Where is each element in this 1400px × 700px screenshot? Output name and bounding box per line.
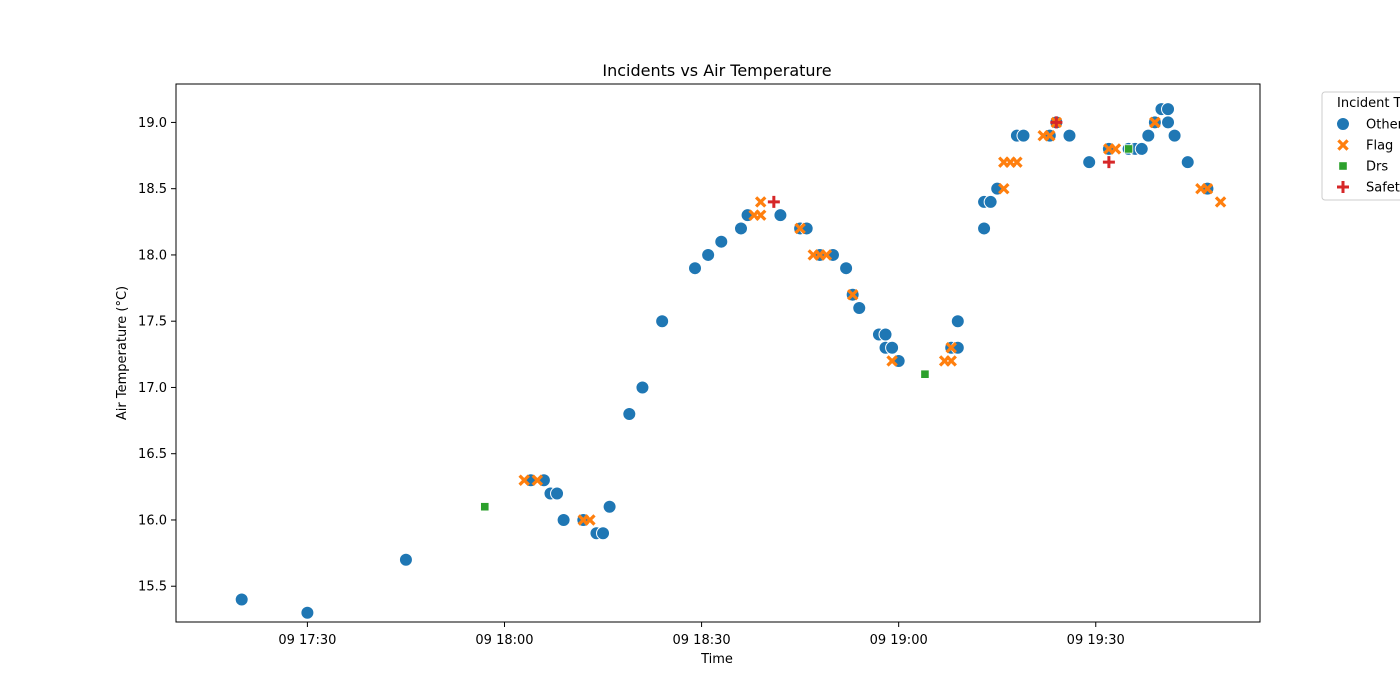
data-point (920, 369, 930, 379)
y-axis: 15.5 16.0 16.5 17.0 17.5 18.0 18.5 19.0 (138, 116, 176, 595)
y-tick-label: 17.5 (138, 315, 167, 330)
data-point (733, 221, 748, 236)
y-tick-label: 18.0 (138, 248, 167, 263)
chart-title: Incidents vs Air Temperature (602, 61, 831, 80)
data-point (885, 340, 900, 355)
data-point (518, 474, 530, 486)
data-point (983, 194, 998, 209)
data-point (794, 222, 806, 235)
data-point (1102, 156, 1115, 169)
y-tick-label: 15.5 (138, 580, 167, 595)
y-tick-label: 16.5 (138, 447, 167, 462)
data-point (839, 261, 854, 276)
legend: Incident Type Other Flag Drs Safety Car (1321, 91, 1400, 201)
data-point (1134, 141, 1149, 156)
x-axis-label: Time (700, 652, 733, 667)
data-point (945, 355, 957, 367)
data-point (977, 221, 992, 236)
data-point (480, 502, 490, 512)
legend-marker (1337, 181, 1349, 193)
data-point (1109, 143, 1122, 155)
data-point (556, 512, 571, 527)
x-tick-label: 09 18:30 (673, 633, 731, 648)
legend-label: Safety Car (1366, 181, 1400, 196)
data-point (1044, 129, 1056, 142)
x-tick-label: 09 17:30 (278, 633, 336, 648)
data-point (846, 288, 859, 301)
data-point (1050, 116, 1063, 129)
legend-marker (1336, 117, 1350, 131)
data-point (1180, 155, 1195, 170)
data-marks (234, 102, 1227, 620)
data-point (886, 355, 898, 367)
data-point (550, 486, 565, 501)
data-point (1016, 128, 1031, 143)
data-point (1062, 128, 1077, 143)
data-point (688, 261, 703, 276)
y-tick-label: 18.5 (138, 182, 167, 197)
data-point (1011, 156, 1023, 168)
legend-marker (1338, 161, 1348, 171)
data-point (773, 208, 788, 223)
x-tick-label: 09 19:00 (870, 633, 928, 648)
data-point (1149, 116, 1161, 129)
data-point (300, 605, 315, 620)
data-point (1141, 128, 1156, 143)
data-point (820, 249, 833, 261)
y-tick-label: 17.0 (138, 381, 167, 396)
x-tick-label: 09 19:30 (1067, 633, 1125, 648)
data-point (531, 474, 544, 486)
data-point (398, 552, 413, 567)
data-point (1161, 115, 1176, 130)
data-point (852, 300, 867, 315)
legend-label: Drs (1366, 160, 1388, 175)
series-drs (480, 144, 1134, 512)
data-point (1167, 128, 1182, 143)
plot-area (175, 83, 1261, 623)
data-point (234, 592, 249, 607)
data-point (602, 499, 617, 514)
data-point (584, 514, 596, 526)
data-point (767, 195, 780, 208)
data-point (1201, 182, 1214, 195)
data-point (1082, 155, 1097, 170)
x-axis: 09 17:30 09 18:00 09 18:30 09 19:00 09 19:30 (278, 622, 1125, 648)
legend-label: Flag (1366, 139, 1393, 154)
data-point (714, 234, 729, 249)
data-point (754, 196, 767, 208)
data-point (754, 209, 767, 221)
y-tick-label: 19.0 (138, 116, 167, 131)
data-point (945, 341, 957, 354)
data-point (950, 314, 965, 329)
data-point (701, 247, 716, 262)
data-point (635, 380, 650, 395)
data-point (596, 526, 611, 541)
data-point (622, 406, 637, 421)
data-point (878, 327, 893, 342)
y-tick-label: 16.0 (138, 513, 167, 528)
data-point (1214, 196, 1227, 208)
data-point (998, 182, 1010, 195)
data-point (1124, 144, 1134, 154)
y-axis-label: Air Temperature (°C) (115, 286, 130, 420)
data-point (655, 314, 670, 329)
series-safety-car (767, 116, 1115, 208)
legend-label: Other (1366, 118, 1400, 133)
x-tick-label: 09 18:00 (475, 633, 533, 648)
data-point (1161, 102, 1176, 117)
legend-marker (1337, 139, 1349, 151)
legend-title: Incident Type (1337, 96, 1400, 111)
